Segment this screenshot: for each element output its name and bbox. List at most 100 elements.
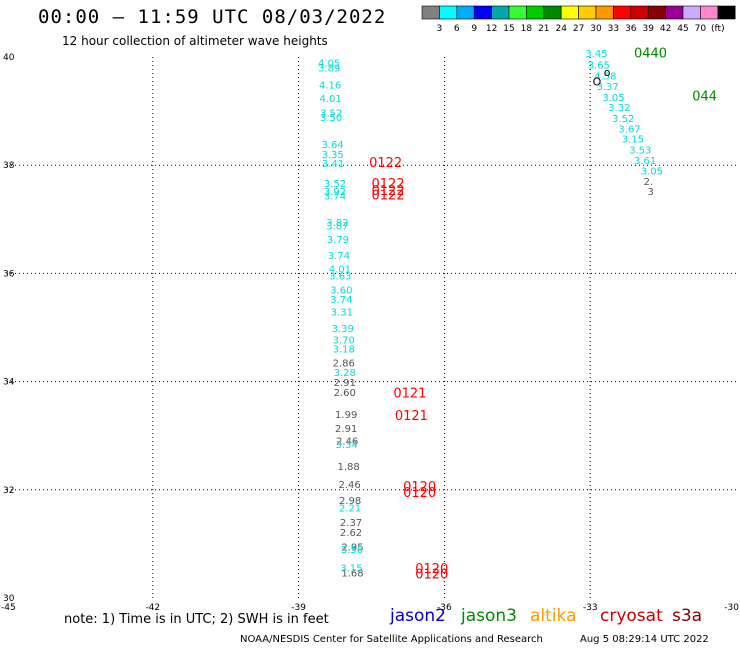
y-tick-label: 36 — [3, 269, 15, 279]
x-tick-label: -36 — [437, 603, 452, 613]
y-tick-label: 34 — [3, 378, 15, 388]
colorbar-tick-label: 42 — [660, 24, 671, 34]
x-tick-label: -33 — [583, 603, 598, 613]
swh-value-cyan: 3.67 — [618, 125, 640, 136]
swh-value-gray: 2.95 — [341, 542, 363, 553]
pass-time-label: 0122 — [372, 177, 405, 192]
legend-altika: altika — [530, 606, 577, 626]
track-marker: O — [593, 76, 602, 89]
colorbar-swatch — [526, 5, 545, 20]
swh-value-cyan: 3.45 — [585, 49, 607, 60]
swh-value-cyan: 3.35 — [321, 150, 343, 161]
swh-value-cyan: 3.53 — [629, 145, 651, 156]
swh-value-cyan: 3.89 — [318, 64, 340, 75]
colorbar-tick-label: 21 — [538, 24, 549, 34]
colorbar-tick-label: 30 — [590, 24, 602, 34]
colorbar-swatch — [491, 5, 510, 20]
swh-value-cyan: 4.58 — [594, 72, 616, 83]
swh-value-cyan: 3.52 — [320, 109, 342, 120]
swh-value-cyan: 3.79 — [327, 235, 349, 246]
pass-time-label: 0122 — [369, 156, 402, 171]
swh-value-cyan: 3.74 — [328, 251, 350, 262]
swh-value-gray: 1.88 — [337, 462, 359, 473]
swh-value-cyan: 3.52 — [324, 179, 346, 190]
swh-value-cyan: 3.52 — [612, 114, 634, 125]
swh-value-gray: 1.68 — [341, 568, 363, 579]
y-tick-label: 30 — [3, 594, 15, 604]
x-tick-label: -42 — [145, 603, 160, 613]
pass-time-label: 0122 — [372, 184, 405, 199]
swh-value-cyan: 3.56 — [341, 545, 363, 556]
swh-value-gray: 2. — [644, 177, 654, 188]
swh-value-cyan: 3.41 — [322, 159, 344, 170]
colorbar-tick-label: 33 — [608, 24, 619, 34]
swh-value-cyan: 3.28 — [334, 368, 356, 379]
colorbar-swatch — [543, 5, 562, 20]
colorbar-swatch — [665, 5, 684, 20]
colorbar-swatch — [560, 5, 579, 20]
pass-time-label: 0121 — [393, 386, 426, 401]
colorbar-swatch — [613, 5, 632, 20]
swh-value-cyan: 3.82 — [326, 218, 348, 229]
swh-value-gray: 1.99 — [335, 410, 357, 421]
swh-value-cyan: 3.15 — [622, 134, 644, 145]
colorbar-tick-label: 6 — [454, 24, 460, 34]
swh-value-cyan: 3.37 — [597, 82, 619, 93]
colorbar-swatch — [456, 5, 475, 20]
colorbar-tick-label: 24 — [555, 24, 567, 34]
colorbar-swatch — [473, 5, 492, 20]
swh-value-gray: 2.46 — [336, 436, 358, 447]
page-subtitle: 12 hour collection of altimeter wave hei… — [62, 34, 328, 48]
swh-value-cyan: 3.18 — [333, 344, 355, 355]
pass-time-label: 0440 — [634, 47, 667, 62]
swh-value-cyan: 4.16 — [319, 80, 341, 91]
swh-value-cyan: 4.05 — [318, 59, 340, 70]
colorbar-swatch — [508, 5, 527, 20]
colorbar-swatch — [647, 5, 666, 20]
swh-value-cyan: 3.15 — [340, 563, 362, 574]
colorbar-tick-label: (ft) — [711, 24, 725, 34]
pass-time-label: 044 — [692, 89, 717, 104]
credit-date: Aug 5 08:29:14 UTC 2022 — [580, 634, 709, 645]
swh-value-cyan: 3.65 — [588, 60, 610, 71]
swh-value-gray: 2.60 — [334, 388, 356, 399]
swh-value-gray: 2.86 — [333, 358, 355, 369]
swh-value-gray: 2.46 — [338, 480, 360, 491]
colorbar-swatch — [595, 5, 614, 20]
swh-value-cyan: 3.61 — [634, 156, 656, 167]
colorbar-swatch — [421, 5, 440, 20]
swh-value-gray: 3 — [648, 187, 654, 198]
swh-value-gray: 2.98 — [339, 496, 361, 507]
y-tick-label: 40 — [3, 53, 15, 63]
pass-time-label: 0121 — [395, 409, 428, 424]
swh-value-cyan: 3.92 — [324, 187, 346, 198]
swh-value-gray: 2.91 — [335, 424, 357, 435]
swh-value-cyan: 3.34 — [336, 440, 358, 451]
pass-time-label: 0120 — [415, 568, 448, 583]
swh-value-cyan: 4.01 — [319, 94, 341, 105]
x-tick-label: -45 — [1, 603, 16, 613]
colorbar-tick-label: 15 — [503, 24, 514, 34]
colorbar-tick-label: 18 — [521, 24, 533, 34]
x-tick-label: -39 — [291, 603, 306, 613]
legend-jason3: jason3 — [461, 606, 517, 626]
colorbar-tick-label: 3 — [437, 24, 443, 34]
legend-jason2: jason2 — [390, 606, 446, 626]
swh-value-cyan: 3.74 — [330, 295, 352, 306]
y-tick-label: 32 — [3, 486, 14, 496]
swh-value-cyan: 3.05 — [602, 93, 624, 104]
colorbar-tick-label: 45 — [677, 24, 688, 34]
colorbar-tick-label: 39 — [642, 24, 654, 34]
pass-time-label: 0120 — [403, 486, 436, 501]
pass-time-label: 0122 — [372, 188, 405, 203]
swh-value-cyan: 4.01 — [329, 264, 351, 275]
track-marker: o — [604, 66, 611, 79]
swh-value-cyan: 3.50 — [320, 113, 342, 124]
color-scale-bar: 3 6 9 12 15 18 21 24 27 30 33 36 39 42 45 70 (ft) — [421, 5, 736, 34]
y-tick-label: 38 — [3, 161, 15, 171]
credit-text: NOAA/NESDIS Center for Satellite Applica… — [240, 634, 543, 645]
colorbar-tick-label: 70 — [695, 24, 707, 34]
satellite-legend: jason2 jason3 altika cryosat s3a — [0, 606, 740, 630]
swh-value-cyan: 3.87 — [326, 222, 348, 233]
